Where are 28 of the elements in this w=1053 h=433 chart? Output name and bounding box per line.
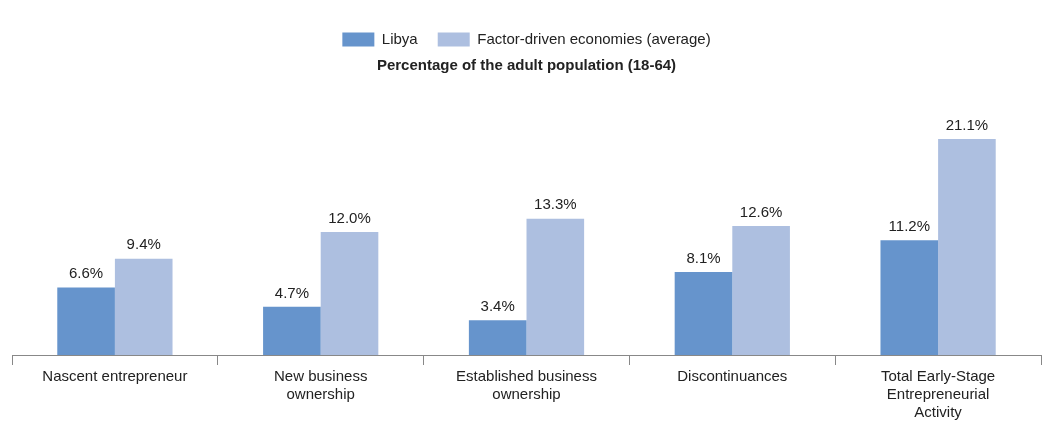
bar (263, 306, 321, 355)
data-label: 4.7% (274, 283, 309, 301)
legend-label: Libya (381, 29, 419, 47)
chart-title: Percentage of the adult population (18-64) (376, 56, 677, 74)
x-tick-label: Total Early-Stage Entrepreneurial Activity (880, 367, 996, 421)
data-label: 3.4% (480, 296, 515, 314)
data-label: 21.1% (945, 115, 989, 133)
data-label: 12.6% (739, 202, 783, 220)
bar (674, 272, 733, 355)
data-label: 11.2% (888, 216, 930, 234)
data-label: 8.1% (686, 248, 721, 266)
bar (938, 138, 996, 355)
x-tick-label: Discontinuances (677, 367, 788, 385)
x-tick-label: Nascent entrepreneur (42, 367, 188, 385)
bar (880, 240, 939, 355)
data-label: 13.3% (534, 195, 577, 213)
bar (526, 218, 585, 355)
bar (732, 225, 790, 355)
bar (468, 320, 527, 355)
bar (320, 232, 379, 355)
bar (57, 287, 115, 355)
data-label: 6.6% (68, 264, 104, 282)
data-label: 9.4% (126, 235, 161, 253)
data-label: 12.0% (328, 208, 371, 226)
bar (114, 258, 173, 355)
x-tick-label: New business ownership (274, 367, 368, 403)
x-tick-label: Established business ownership (456, 367, 597, 403)
legend-label: Factor-driven economies (average) (477, 29, 711, 47)
